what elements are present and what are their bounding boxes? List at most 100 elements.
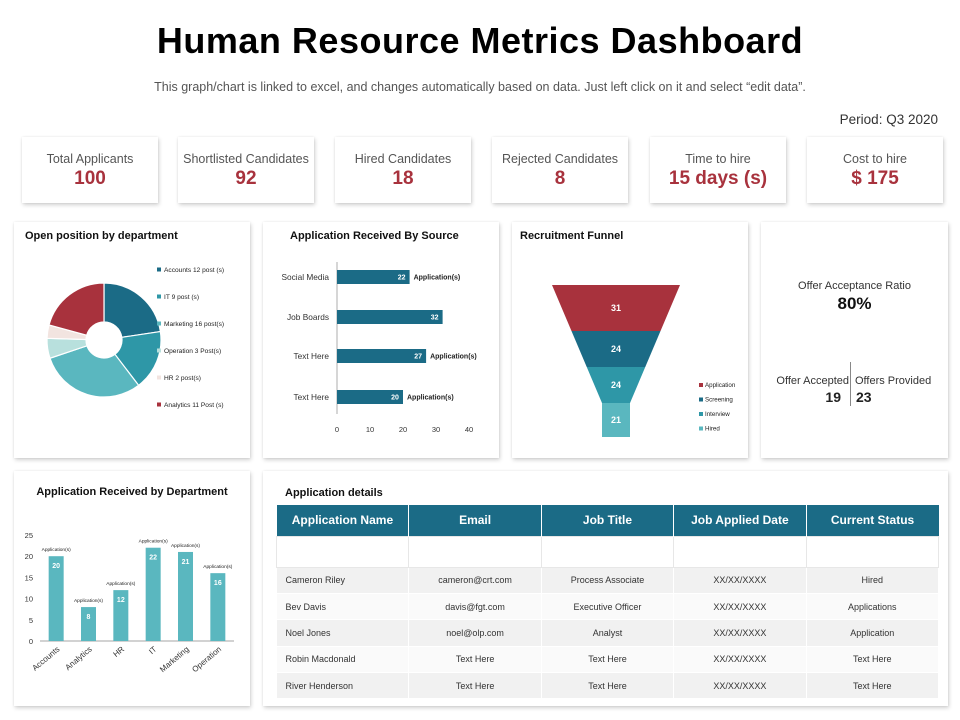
x-tick-label: 30 [432, 425, 440, 434]
table-cell: Bev Davis [276, 593, 410, 621]
kpi-cost-to-hire: Cost to hire $ 175 [807, 137, 943, 203]
legend-swatch [699, 412, 703, 416]
page-title: Human Resource Metrics Dashboard [156, 20, 804, 61]
legend-label: Interview [705, 411, 730, 418]
source-bar-chart: Social Media 22 Application(s) Job Boards 32… [281, 262, 477, 434]
bar [113, 590, 129, 641]
bar-value-label: 12 [117, 597, 125, 604]
table-row[interactable]: River Henderson Text Here Text Here XX/XX/X… [276, 672, 940, 700]
bar-annotation: Application(s) [407, 395, 454, 402]
y-tick-label: 5 [29, 616, 33, 625]
bar [337, 310, 443, 324]
table-cell: Analyst [541, 619, 675, 647]
legend-swatch [157, 348, 161, 353]
x-tick-label: Operation [190, 645, 223, 674]
table-cell: Hired [806, 567, 940, 594]
funnel-value-label: 21 [611, 415, 621, 425]
table-cell: Text Here [806, 646, 940, 674]
column-header[interactable]: Job Applied Date [673, 505, 807, 536]
legend-swatch [157, 294, 161, 299]
table-cell: XX/XX/XXXX [673, 567, 807, 594]
table-row[interactable] [275, 535, 940, 568]
kpi-label: Shortlisted Candidates [183, 152, 309, 166]
pie-slice [49, 345, 140, 398]
offer-panel: Offer Acceptance Ratio 80% Offer Accepte… [761, 222, 948, 458]
donut-chart: Accounts 12 post (s) IT 9 post (s) Marketi… [46, 267, 224, 409]
bar-value-label: 21 [182, 559, 190, 566]
application-details-table: Application Name Email Job Title Job App… [275, 505, 940, 700]
y-tick-label: 0 [29, 637, 33, 646]
y-tick-label: 20 [25, 552, 33, 561]
x-tick-label: Accounts [30, 645, 61, 673]
column-header[interactable]: Application Name [276, 505, 410, 536]
legend-label: Screening [705, 397, 733, 404]
bar-annotation: Application(s) [106, 581, 135, 587]
kpi-time-to-hire: Time to hire 15 days (s) [650, 137, 786, 203]
table-cell: XX/XX/XXXX [673, 672, 807, 700]
department-bar-chart: 0 5 10 15 20 25 20 Application(s) Accounts 8 Appli… [25, 531, 234, 674]
legend-label: Operation 3 Post(s) [164, 348, 221, 355]
table-cell: Text Here [541, 646, 675, 674]
panel-title: Recruitment Funnel [520, 230, 624, 242]
funnel-value-label: 24 [611, 380, 621, 390]
funnel-value-label: 24 [611, 344, 621, 354]
bar [337, 390, 403, 404]
table-row[interactable]: Cameron Riley cameron@crt.com Process Asso… [276, 567, 940, 594]
table-cell: Text Here [408, 672, 542, 700]
kpi-value: $ 175 [851, 168, 899, 189]
legend-label: Marketing 16 post(s) [164, 321, 224, 328]
kpi-value: 92 [235, 168, 257, 189]
bar [178, 551, 193, 641]
x-tick-label: 10 [366, 425, 374, 434]
panel-title: Application Received by Department [36, 486, 228, 498]
bar-annotation: Application(s) [414, 275, 461, 282]
table-cell: Robin Macdonald [276, 646, 410, 674]
legend-swatch [157, 375, 161, 380]
legend-swatch [699, 397, 703, 402]
table-cell: XX/XX/XXXX [673, 646, 807, 674]
column-header[interactable]: Current Status [806, 505, 939, 536]
category-label: Social Media [281, 272, 329, 282]
bar [48, 556, 64, 641]
table-row[interactable]: Bev Davis davis@fgt.com Executive Officer X… [276, 593, 940, 621]
legend-label: Hired [705, 426, 720, 433]
table-row[interactable]: Robin Macdonald Text Here Text Here XX/XX/X… [276, 646, 940, 674]
table-cell: Applications [806, 593, 940, 621]
department-panel: Application Received by Department 0 5 10 1… [14, 471, 250, 706]
kpi-hired-candidates: Hired Candidates 18 [335, 137, 471, 203]
table-cell [673, 535, 807, 568]
legend-label: IT 9 post (s) [164, 294, 199, 301]
table-header-row: Application Name Email Job Title Job App… [276, 505, 939, 536]
column-header[interactable]: Job Title [541, 505, 675, 536]
panel-title: Open position by department [25, 230, 178, 242]
legend-label: Accounts 12 post (s) [164, 267, 224, 274]
page-subtitle: This graph/chart is linked to excel, and… [154, 80, 806, 94]
x-tick-label: HR [111, 644, 126, 658]
kpi-label: Total Applicants [46, 152, 134, 166]
funnel-segment [571, 331, 661, 367]
bar [337, 349, 427, 363]
table-cell: noel@olp.com [408, 619, 542, 647]
table-cell: Cameron Riley [276, 567, 410, 594]
panel-title: Application details [285, 487, 383, 499]
table-cell [805, 535, 940, 568]
funnel-panel: Recruitment Funnel 31 24 24 21 Application Sc… [512, 222, 748, 458]
table-row[interactable]: Noel Jones noel@olp.com Analyst XX/XX/XXXX A… [276, 619, 940, 647]
legend-label: Application [705, 382, 736, 389]
bar [81, 607, 96, 641]
x-tick-label: 0 [335, 425, 339, 434]
bar-value-label: 16 [214, 580, 222, 587]
bar-value-label: 20 [391, 395, 399, 402]
table-cell: davis@fgt.com [408, 593, 542, 621]
y-tick-label: 25 [25, 531, 33, 540]
table-cell: River Henderson [276, 672, 410, 700]
column-header[interactable]: Email [408, 505, 542, 536]
y-tick-label: 15 [25, 573, 33, 582]
funnel-chart: 31 24 24 21 Application Screening Interview Hir… [552, 285, 736, 437]
x-tick-label: Marketing [158, 645, 191, 674]
bar-value-label: 8 [87, 614, 91, 621]
kpi-value: 18 [392, 168, 414, 189]
kpi-value: 8 [554, 168, 566, 189]
offers-provided-value: 23 [856, 389, 872, 405]
x-tick-label: 20 [399, 425, 407, 434]
